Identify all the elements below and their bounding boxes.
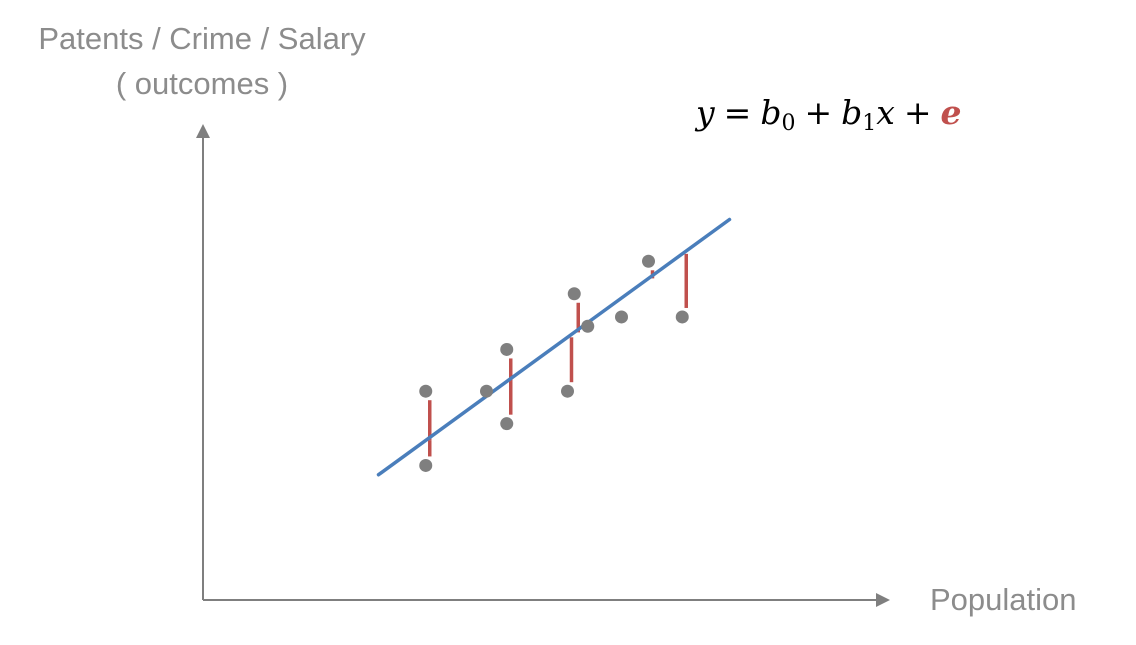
equation-equals: = bbox=[723, 93, 752, 132]
x-axis-label: Population bbox=[930, 582, 1077, 617]
data-points bbox=[419, 254, 689, 472]
regression-equation: y = b0 + b1x + e bbox=[696, 88, 962, 138]
equation-b0-subscript: 0 bbox=[781, 111, 796, 136]
x-axis-arrow-icon bbox=[876, 593, 890, 607]
data-point-8 bbox=[561, 384, 574, 398]
y-axis-label-line2: ( outcomes ) bbox=[115, 66, 289, 101]
data-point-4 bbox=[500, 342, 514, 356]
data-point-11 bbox=[675, 310, 689, 324]
y-axis-label: Patents / Crime / Salary ( outcomes ) bbox=[12, 16, 392, 106]
y-axis-label-line1: Patents / Crime / Salary bbox=[38, 21, 366, 56]
data-point-6 bbox=[567, 287, 581, 301]
residual-lines bbox=[428, 253, 688, 457]
equation-x: x bbox=[876, 93, 895, 132]
data-point-5 bbox=[500, 417, 514, 431]
y-axis-arrow-icon bbox=[196, 124, 210, 138]
regression-line bbox=[376, 217, 732, 477]
equation-error-term: e bbox=[940, 93, 962, 132]
equation-b0: b0 bbox=[760, 93, 795, 135]
data-point-9 bbox=[615, 310, 628, 324]
equation-b1-subscript: 1 bbox=[862, 111, 877, 136]
equation-y: y bbox=[696, 93, 715, 132]
data-point-2 bbox=[419, 458, 433, 472]
equation-plus-2: + bbox=[903, 93, 932, 132]
data-point-10 bbox=[642, 254, 655, 268]
equation-plus-1: + bbox=[804, 93, 833, 132]
equation-b0-base: b bbox=[760, 93, 782, 132]
equation-b1: b1 bbox=[841, 93, 876, 135]
axes bbox=[196, 124, 890, 607]
regression-line-group bbox=[376, 217, 732, 477]
equation-b1-base: b bbox=[841, 93, 863, 132]
data-point-7 bbox=[581, 319, 595, 333]
data-point-3 bbox=[480, 384, 493, 398]
data-point-1 bbox=[419, 384, 433, 398]
